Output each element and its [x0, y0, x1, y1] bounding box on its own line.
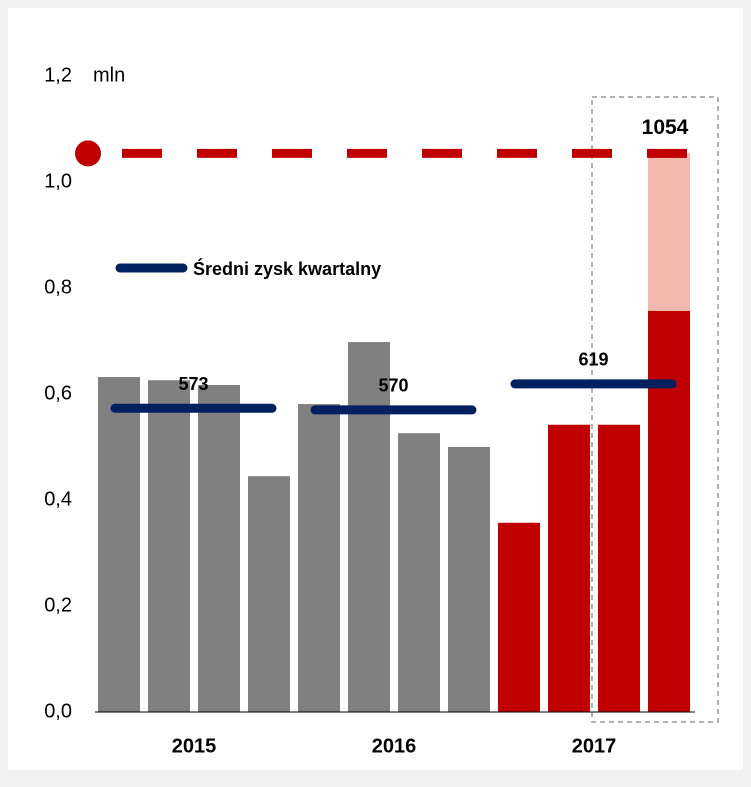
- y-tick-label: 0,2: [44, 594, 72, 616]
- bar: [648, 153, 690, 311]
- y-unit: mln: [93, 64, 125, 86]
- average-label: 570: [378, 376, 408, 396]
- bar: [148, 380, 190, 712]
- bar: [548, 424, 590, 712]
- bar: [598, 424, 640, 712]
- bar: [248, 476, 290, 712]
- bar: [498, 522, 540, 712]
- y-tick-label: 1,2: [44, 64, 72, 86]
- highlight-box: [591, 96, 719, 723]
- average-label: 573: [178, 374, 208, 394]
- bar: [98, 377, 140, 712]
- y-tick-label: 0,6: [44, 382, 72, 404]
- target-marker: [75, 140, 101, 167]
- bar: [298, 404, 340, 712]
- x-tick-label: 2016: [372, 735, 417, 757]
- y-tick-label: 0,0: [44, 700, 72, 722]
- y-tick-label: 0,8: [44, 276, 72, 298]
- legend-label: Średni zysk kwartalny: [193, 258, 381, 279]
- bar: [448, 447, 490, 712]
- y-tick-label: 0,4: [44, 488, 72, 510]
- target-label: 1054: [642, 116, 689, 139]
- x-tick-label: 2017: [572, 735, 617, 757]
- y-tick-label: 1,0: [44, 170, 72, 192]
- bar: [398, 433, 440, 712]
- x-tick-label: 2015: [172, 735, 217, 757]
- bar: [648, 310, 690, 712]
- bar: [198, 384, 240, 712]
- average-label: 619: [578, 350, 608, 370]
- bar: [348, 342, 390, 712]
